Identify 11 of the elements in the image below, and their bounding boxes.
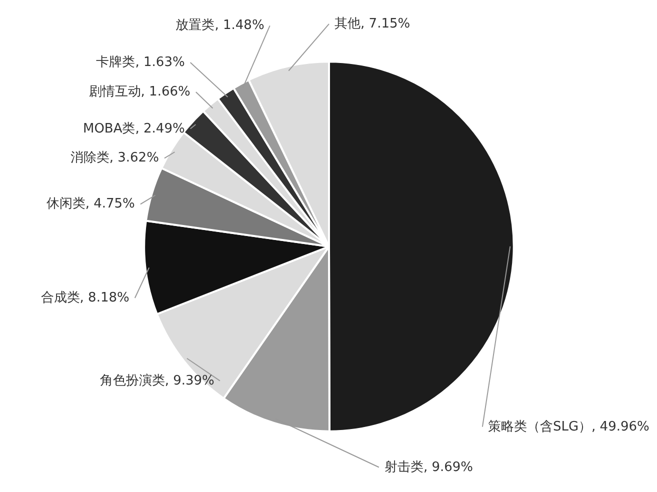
slice-label: 休闲类, 4.75% [46, 196, 135, 212]
slice-label: 射击类, 9.69% [384, 460, 474, 475]
slice-label: 卡牌类, 1.63% [96, 55, 185, 70]
slice-label: 剧情互动, 1.66% [88, 84, 190, 100]
slice-label: MOBA类, 2.49% [82, 121, 185, 136]
slice-label: 角色扮演类, 9.39% [100, 373, 214, 388]
slice-label: 合成类, 8.18% [40, 290, 130, 306]
slice-label: 消除类, 3.62% [70, 150, 159, 166]
slice-label: 其他, 7.15% [334, 16, 410, 32]
slice-label: 策略类（含SLG）, 49.96% [488, 419, 650, 434]
slice-label: 放置类, 1.48% [176, 18, 264, 34]
